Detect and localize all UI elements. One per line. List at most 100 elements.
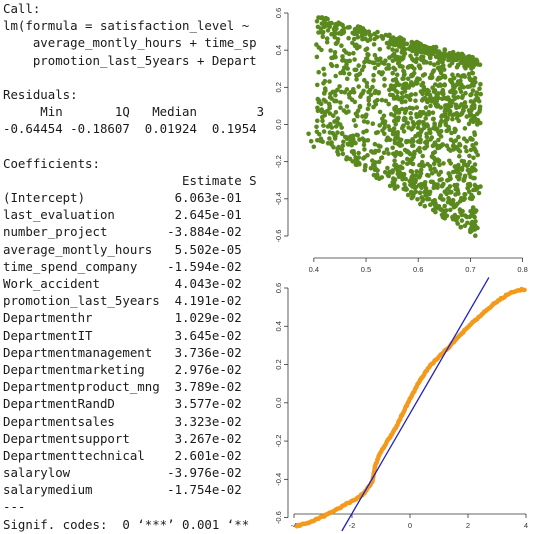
scatter-point [389, 36, 394, 41]
scatter-point [476, 190, 482, 196]
scatter-point [351, 118, 357, 123]
scatter-point [357, 137, 362, 142]
scatter-point [444, 54, 450, 59]
console-line: Estimate S [3, 172, 257, 188]
scatter-point [387, 55, 392, 60]
scatter-point [344, 76, 350, 82]
console-line: Departmenttechnical 2.601e-02 [3, 447, 242, 463]
scatter-point [458, 209, 463, 215]
scatter-point [450, 216, 456, 222]
scatter-point [354, 73, 359, 78]
scatter-point [333, 124, 339, 129]
scatter-point [458, 224, 464, 230]
scatter-point [339, 147, 345, 152]
scatter-point [316, 97, 322, 103]
residuals-vs-fitted-plot: -0.6 -0.4 -0.2 0.0 0.2 0.4 0.6 0.4 0.5 0.6 0.7 0.8 [274, 8, 528, 274]
scatter-point [459, 165, 465, 171]
scatter-point [467, 171, 472, 176]
scatter-point [448, 207, 453, 213]
scatter-point [377, 109, 383, 115]
scatter-point [322, 78, 328, 84]
scatter-point [450, 58, 456, 64]
scatter-point [438, 70, 444, 76]
scatter-point [441, 67, 447, 72]
scatter-point [436, 172, 442, 177]
scatter-point [424, 134, 430, 140]
scatter-point [398, 165, 404, 170]
scatter-point [450, 143, 456, 149]
scatter-point [357, 104, 363, 110]
scatter-point [382, 83, 387, 88]
scatter-point [450, 197, 456, 203]
scatter-point [387, 127, 393, 132]
scatter-point [376, 148, 382, 153]
scatter-point [421, 96, 426, 102]
scatter-point [442, 82, 448, 87]
scatter-point [390, 145, 396, 151]
scatter-point [430, 110, 436, 115]
scatter-point [356, 155, 362, 160]
scatter-point [335, 39, 340, 45]
scatter-point [413, 41, 419, 46]
scatter-point [403, 185, 408, 190]
scatter-point [464, 138, 470, 144]
scatter-point [372, 65, 378, 71]
scatter-point [420, 91, 425, 97]
qq-y-tick-label: -0.2 [274, 435, 283, 448]
console-line: lm(formula = satisfaction_level ~ [3, 18, 257, 34]
scatter-point [451, 139, 456, 144]
scatter-point [308, 138, 314, 144]
console-line: Call: [3, 1, 41, 16]
scatter-point [390, 183, 396, 188]
scatter-point [391, 118, 397, 124]
scatter-point [455, 221, 461, 226]
scatter-point [452, 84, 457, 90]
scatter-point [442, 47, 448, 52]
scatter-point [450, 72, 455, 77]
scatter-point [405, 76, 411, 82]
scatter-point [410, 106, 416, 111]
scatter-point [433, 126, 439, 132]
scatter-point [450, 116, 455, 122]
scatter-point [321, 123, 326, 128]
scatter-point [448, 176, 453, 182]
scatter-point [439, 183, 445, 189]
scatter-point [456, 118, 462, 124]
scatter-point [433, 54, 439, 59]
console-line: Coefficients: [3, 155, 100, 171]
scatter-point [469, 222, 474, 227]
scatter-point [364, 84, 370, 89]
scatter-point [468, 229, 473, 235]
qq-x-tick-label: 4 [524, 521, 528, 530]
scatter-point [416, 175, 422, 180]
scatter-point [465, 220, 470, 226]
scatter-point [400, 123, 406, 129]
scatter-point [436, 204, 442, 209]
scatter-point [365, 138, 371, 143]
scatter-point [385, 172, 391, 178]
scatter-point [371, 72, 376, 78]
scatter-point [413, 91, 418, 97]
scatter-point [319, 47, 324, 53]
qq-point [522, 287, 527, 293]
scatter-point [350, 159, 356, 164]
scatter-point [396, 115, 401, 120]
console-line: promotion_last_5years 4.191e-02 [3, 293, 242, 309]
console-line: time_spend_company -1.594e-02 [3, 258, 242, 274]
scatter-point [409, 127, 414, 132]
scatter-point [335, 87, 340, 93]
scatter-y-tick-label: -0.2 [274, 155, 283, 168]
scatter-point [410, 143, 415, 148]
scatter-point [472, 209, 478, 215]
scatter-point [384, 66, 389, 71]
scatter-point [392, 67, 398, 72]
scatter-point [334, 63, 340, 69]
scatter-point [338, 21, 344, 27]
scatter-point [425, 191, 430, 196]
scatter-point [359, 33, 365, 39]
scatter-point [441, 161, 446, 166]
scatter-x-tick-label: 0.8 [517, 265, 527, 274]
scatter-point [455, 95, 461, 100]
scatter-point [361, 129, 366, 135]
scatter-point [384, 137, 390, 143]
